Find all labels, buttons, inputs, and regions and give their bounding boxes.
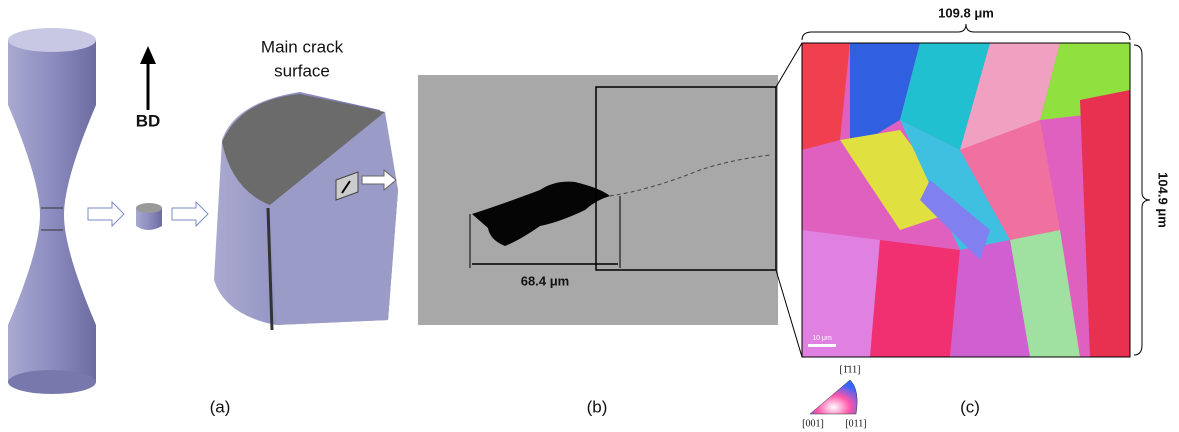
direction-label: BD [136, 111, 161, 130]
ipf-label: [1̄11] [840, 364, 861, 375]
caption: (a) [210, 397, 231, 416]
scale-bar-label: 10 μm [812, 335, 832, 342]
cylinder-top [136, 203, 162, 213]
cut-block [214, 92, 398, 330]
height-label: 104.9 μm [1156, 172, 1171, 228]
caption: (b) [587, 397, 608, 416]
ipf-label: [001] [802, 418, 824, 429]
small-cylinder [136, 203, 162, 230]
bd-arrowhead [140, 46, 156, 64]
crack-label-line: surface [274, 61, 330, 80]
ipf-label: [011] [845, 418, 866, 429]
zoom-line [776, 43, 802, 87]
scale-bar [808, 344, 836, 347]
measurement-label: 68.4 μm [521, 273, 569, 288]
height-brace [1134, 45, 1150, 355]
ebsd-map: 10 μm [802, 43, 1130, 357]
width-brace [802, 24, 1130, 40]
flow-arrow [172, 202, 208, 226]
ipf-triangle [810, 380, 857, 414]
flow-arrow [88, 202, 124, 226]
width-label: 109.8 μm [938, 5, 994, 20]
gauge-section [8, 105, 96, 325]
grain [870, 240, 960, 357]
figure: BD Main crack surface (a) 68.4 μm (b) 10… [0, 0, 1179, 432]
crack-label-line: Main crack [261, 37, 344, 56]
grip-bottom-edge [8, 370, 96, 394]
dogbone-specimen [8, 28, 96, 394]
grip-top-face [8, 28, 96, 52]
caption: (c) [960, 397, 980, 416]
zoom-line [776, 270, 802, 357]
